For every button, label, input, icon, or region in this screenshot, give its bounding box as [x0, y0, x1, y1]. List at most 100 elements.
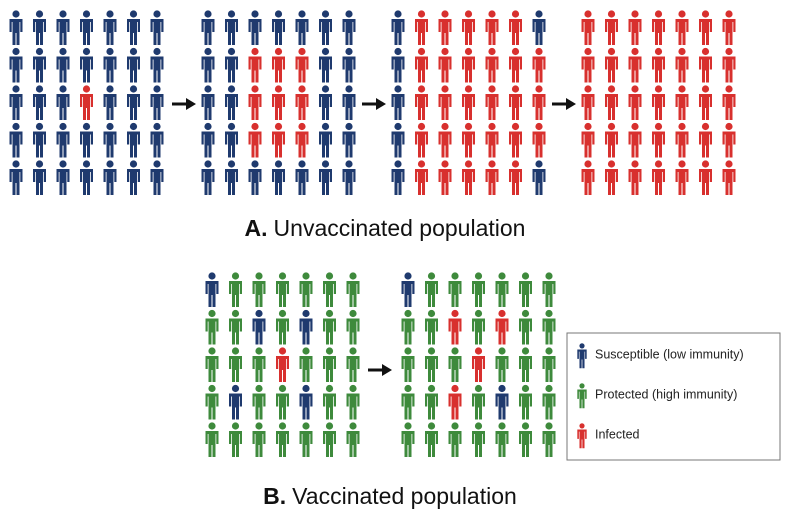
- person-icon: [722, 85, 736, 120]
- person-icon: [323, 384, 336, 420]
- caption-b-letter: B.: [263, 483, 286, 509]
- person-body: [150, 19, 164, 45]
- person-body: [323, 318, 336, 345]
- person-icon: [201, 122, 215, 158]
- person-head: [404, 384, 412, 393]
- person-icon: [462, 85, 475, 120]
- person-body: [299, 393, 313, 420]
- person-icon: [346, 422, 360, 457]
- person-body: [201, 131, 215, 158]
- person-icon: [415, 10, 428, 45]
- person-body: [33, 19, 46, 45]
- person-icon: [628, 122, 642, 158]
- person-icon: [299, 272, 313, 307]
- person-body: [225, 169, 238, 195]
- arrow-head: [376, 98, 386, 110]
- person-body: [33, 94, 46, 120]
- person-head: [106, 122, 114, 131]
- person-body: [675, 56, 689, 83]
- person-icon: [56, 122, 70, 158]
- person-body: [425, 393, 438, 420]
- person-head: [59, 47, 67, 56]
- person-icon: [605, 122, 618, 158]
- person-body: [33, 169, 46, 195]
- person-body: [127, 169, 140, 195]
- person-head: [521, 309, 530, 318]
- person-head: [521, 272, 530, 280]
- person-icon: [80, 122, 93, 158]
- person-icon: [652, 47, 665, 83]
- person-icon: [127, 160, 140, 195]
- person-head: [12, 10, 20, 18]
- caption-a: A. Unvaccinated population: [245, 215, 526, 241]
- person-icon: [9, 85, 23, 120]
- person-body: [438, 56, 452, 83]
- person-head: [451, 422, 459, 430]
- person-head: [251, 160, 259, 168]
- person-body: [80, 56, 93, 83]
- person-icon: [415, 85, 428, 120]
- person-head: [325, 347, 334, 355]
- person-body: [415, 56, 428, 83]
- person-icon: [519, 272, 532, 307]
- person-body: [472, 281, 485, 307]
- person-icon: [252, 422, 266, 457]
- person-head: [345, 47, 353, 56]
- person-icon: [80, 10, 93, 45]
- person-head: [535, 85, 543, 93]
- person-icon: [276, 309, 289, 345]
- person-icon: [605, 10, 618, 45]
- person-body: [652, 94, 665, 120]
- person-body: [342, 169, 356, 195]
- person-icon: [342, 122, 356, 158]
- person-icon: [346, 272, 360, 307]
- person-body: [342, 94, 356, 120]
- person-icon: [342, 160, 356, 195]
- person-head: [678, 47, 686, 56]
- person-body: [299, 281, 313, 307]
- person-icon: [425, 272, 438, 307]
- person-icon: [509, 47, 522, 83]
- person-head: [725, 85, 733, 93]
- arrow-head: [186, 98, 196, 110]
- person-head: [251, 10, 259, 18]
- person-body: [229, 281, 242, 307]
- person-head: [394, 160, 402, 168]
- person-body: [391, 94, 405, 120]
- person-icon: [532, 47, 546, 83]
- person-head: [204, 122, 212, 131]
- person-body: [56, 131, 70, 158]
- person-head: [298, 160, 306, 168]
- person-body: [581, 56, 595, 83]
- person-icon: [346, 384, 360, 420]
- person-icon: [581, 160, 595, 195]
- person-icon: [448, 272, 462, 307]
- person-head: [153, 10, 161, 18]
- person-body: [229, 356, 242, 382]
- person-icon: [276, 422, 289, 457]
- person-head: [231, 309, 240, 318]
- person-body: [391, 56, 405, 83]
- person-head: [325, 422, 334, 430]
- person-head: [302, 272, 310, 280]
- person-icon: [127, 10, 140, 45]
- person-head: [349, 347, 357, 355]
- person-body: [56, 94, 70, 120]
- person-icon: [485, 10, 499, 45]
- person-body: [299, 318, 313, 345]
- person-head: [302, 347, 310, 355]
- person-head: [404, 309, 412, 318]
- person-head: [511, 10, 520, 18]
- person-icon: [438, 85, 452, 120]
- person-body: [448, 318, 462, 345]
- person-head: [82, 10, 91, 18]
- person-body: [9, 56, 23, 83]
- person-body: [675, 131, 689, 158]
- person-head: [345, 160, 353, 168]
- person-head: [701, 122, 710, 131]
- person-body: [462, 131, 475, 158]
- person-body: [605, 56, 618, 83]
- person-head: [302, 422, 310, 430]
- person-icon: [299, 309, 313, 345]
- person-icon: [276, 384, 289, 420]
